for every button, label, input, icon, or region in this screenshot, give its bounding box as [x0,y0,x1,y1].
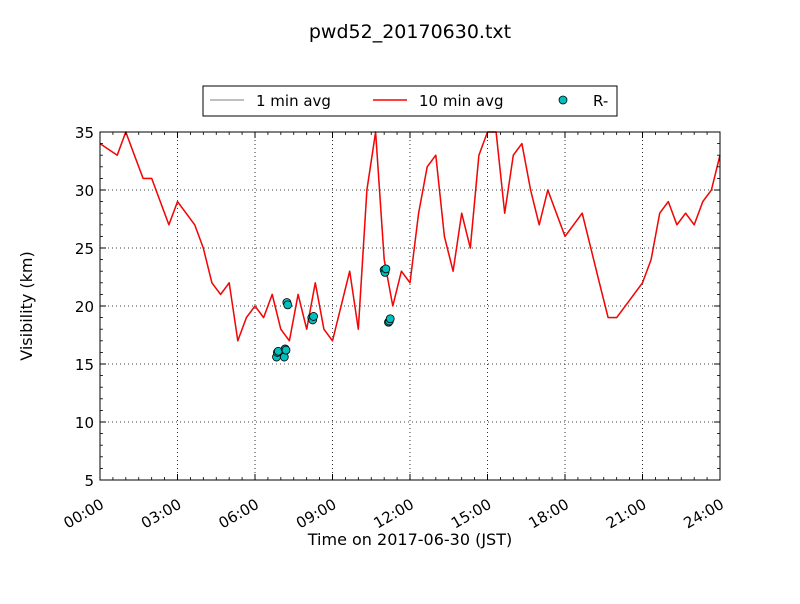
x-tick-label: 21:00 [603,495,649,532]
x-tick-label: 24:00 [681,495,727,532]
point-r-minus [385,314,395,324]
x-tick-label: 09:00 [293,495,339,532]
x-tick-label: 12:00 [371,495,417,532]
x-tick-label: 00:00 [61,495,107,532]
x-tick-label: 18:00 [526,495,572,532]
point-r-minus [309,312,318,321]
y-tick-label: 25 [75,240,94,258]
y-tick-label: 15 [75,356,94,374]
y-axis-ticks: 5 10 15 20 25 30 35 [75,124,720,490]
legend-label-r: R- [593,92,608,110]
x-tick-label: 06:00 [216,495,262,532]
legend-label-1min: 1 min avg [256,92,331,110]
point-r-minus [381,264,391,274]
grid [100,132,720,480]
point-r-minus [281,345,291,355]
legend-marker-r [558,95,568,105]
series-group [99,131,721,362]
y-tick-label: 35 [75,124,94,142]
chart-title: pwd52_20170630.txt [309,21,511,43]
y-tick-label: 5 [84,472,94,490]
y-tick-label: 20 [75,298,94,316]
series-line-10min-avg [99,131,721,342]
legend-box [202,85,618,117]
x-tick-label: 03:00 [138,495,184,532]
y-axis-label: Visibility (km) [17,251,36,360]
x-tick-label: 15:00 [448,495,494,532]
legend: 1 min avg 10 min avg R- [202,85,618,117]
y-tick-label: 10 [75,414,94,432]
legend-label-10min: 10 min avg [419,92,504,110]
x-axis-ticks: 00:00 03:00 06:00 09:00 12:00 15:00 18:00 21:00… [61,132,727,532]
point-r-minus [283,300,293,310]
x-axis-label: Time on 2017-06-30 (JST) [307,530,512,549]
y-tick-label: 30 [75,182,94,200]
